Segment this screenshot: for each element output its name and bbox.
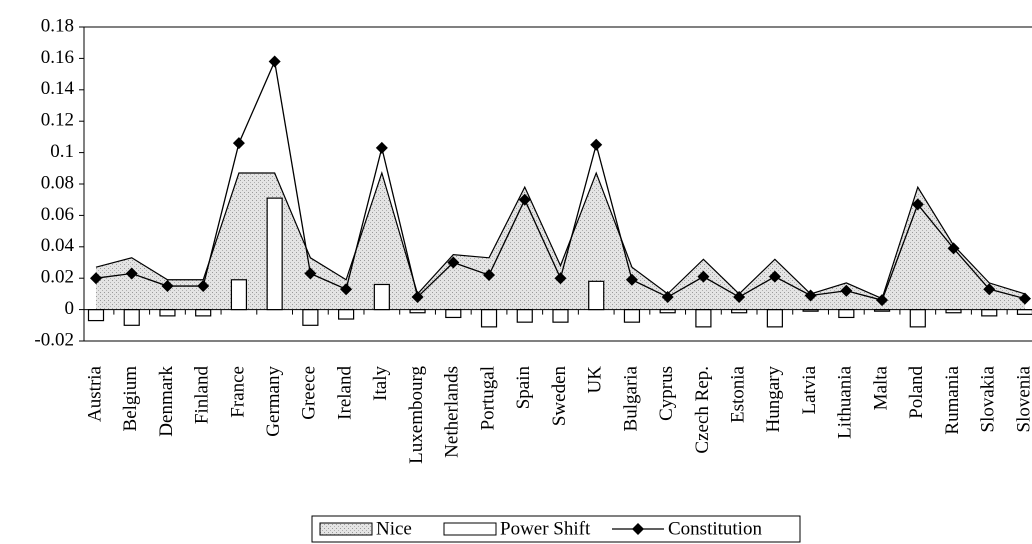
x-tick-label: Slovenia bbox=[1013, 365, 1032, 432]
legend: Nice Power Shift Constitution bbox=[311, 515, 801, 543]
marker bbox=[983, 283, 996, 296]
y-tick-label: -0.02 bbox=[34, 329, 74, 350]
marker bbox=[268, 55, 281, 68]
bar bbox=[981, 309, 998, 317]
x-tick-label: Hungary bbox=[763, 366, 784, 433]
bar bbox=[552, 309, 569, 323]
x-tick-label: Netherlands bbox=[442, 366, 463, 458]
legend-marker bbox=[632, 523, 644, 535]
bar bbox=[838, 309, 855, 319]
x-tick-label: Slovakia bbox=[978, 365, 999, 432]
marker bbox=[804, 289, 817, 302]
legend-label: Power Shift bbox=[500, 518, 591, 539]
x-tick-label: Greece bbox=[299, 366, 320, 420]
x-tick-label: Bulgaria bbox=[620, 365, 641, 431]
x-tick-label: Austria bbox=[84, 365, 105, 422]
marker bbox=[340, 283, 353, 296]
x-tick-label: Malta bbox=[870, 365, 891, 410]
bar bbox=[909, 309, 926, 328]
x-tick-label: Italy bbox=[370, 366, 391, 401]
x-tick-label: Sweden bbox=[549, 366, 570, 427]
legend-swatch bbox=[443, 522, 497, 536]
bar bbox=[588, 280, 605, 311]
marker bbox=[661, 291, 674, 304]
marker bbox=[840, 284, 853, 297]
legend-label: Constitution bbox=[668, 518, 762, 539]
x-tick-label: UK bbox=[585, 366, 606, 394]
bar bbox=[338, 309, 355, 320]
y-tick-label: 0.1 bbox=[50, 141, 74, 162]
x-tick-label: Denmark bbox=[156, 366, 177, 437]
bar bbox=[123, 309, 140, 326]
x-tick-label: Ireland bbox=[334, 366, 355, 420]
x-tick-label: Germany bbox=[263, 366, 284, 437]
x-tick-label: Cyprus bbox=[656, 366, 677, 421]
marker bbox=[1018, 292, 1031, 305]
bar bbox=[695, 309, 712, 328]
y-tick-label: 0.08 bbox=[41, 172, 74, 193]
marker bbox=[304, 267, 317, 280]
x-tick-label: Estonia bbox=[727, 365, 748, 423]
bar bbox=[195, 309, 212, 317]
bar bbox=[766, 309, 783, 328]
marker bbox=[411, 291, 424, 304]
bar bbox=[87, 309, 105, 322]
marker bbox=[590, 138, 603, 151]
marker bbox=[197, 280, 210, 293]
x-tick-label: Lithuania bbox=[835, 365, 856, 438]
marker bbox=[733, 291, 746, 304]
marker bbox=[876, 294, 889, 307]
x-tick-label: France bbox=[227, 366, 248, 418]
y-tick-label: 0.02 bbox=[41, 267, 74, 288]
y-tick-label: 0.12 bbox=[41, 110, 74, 131]
x-tick-label: Portugal bbox=[477, 366, 498, 430]
marker bbox=[625, 273, 638, 286]
bar bbox=[230, 279, 248, 311]
marker bbox=[125, 267, 138, 280]
x-tick-label: Luxembourg bbox=[406, 366, 427, 464]
bar bbox=[445, 309, 462, 319]
bar bbox=[302, 309, 319, 326]
x-tick-label: Belgium bbox=[120, 366, 141, 432]
marker bbox=[447, 256, 460, 269]
legend-box bbox=[311, 515, 801, 543]
bar bbox=[623, 309, 641, 323]
bar bbox=[373, 283, 390, 311]
marker bbox=[768, 270, 781, 283]
marker bbox=[911, 198, 924, 211]
y-tick-label: 0 bbox=[65, 298, 75, 319]
x-tick-label: Spain bbox=[513, 366, 534, 410]
marker bbox=[232, 137, 245, 150]
x-tick-label: Czech Rep. bbox=[692, 366, 713, 454]
marker bbox=[375, 141, 388, 154]
legend-label: Nice bbox=[376, 518, 412, 539]
marker bbox=[518, 193, 531, 206]
y-tick-label: 0.06 bbox=[41, 204, 74, 225]
bar bbox=[159, 309, 176, 317]
y-tick-label: 0.14 bbox=[41, 78, 75, 99]
x-tick-label: Rumania bbox=[942, 365, 963, 434]
bar bbox=[266, 197, 283, 311]
marker bbox=[90, 272, 102, 285]
bar bbox=[516, 309, 533, 323]
legend-swatch bbox=[319, 522, 373, 536]
bar bbox=[1016, 309, 1032, 315]
x-tick-label: Latvia bbox=[799, 365, 820, 414]
y-tick-label: 0.18 bbox=[41, 15, 74, 36]
y-tick-label: 0.04 bbox=[41, 235, 75, 256]
bar bbox=[480, 309, 498, 328]
area bbox=[96, 173, 1025, 310]
marker bbox=[161, 280, 174, 293]
marker bbox=[554, 272, 567, 285]
x-tick-label: Poland bbox=[906, 366, 927, 419]
marker bbox=[697, 270, 710, 283]
area-outline bbox=[95, 171, 1026, 300]
y-tick-label: 0.16 bbox=[41, 47, 74, 68]
x-tick-label: Finland bbox=[192, 366, 213, 425]
marker bbox=[483, 269, 496, 282]
marker bbox=[947, 242, 960, 255]
